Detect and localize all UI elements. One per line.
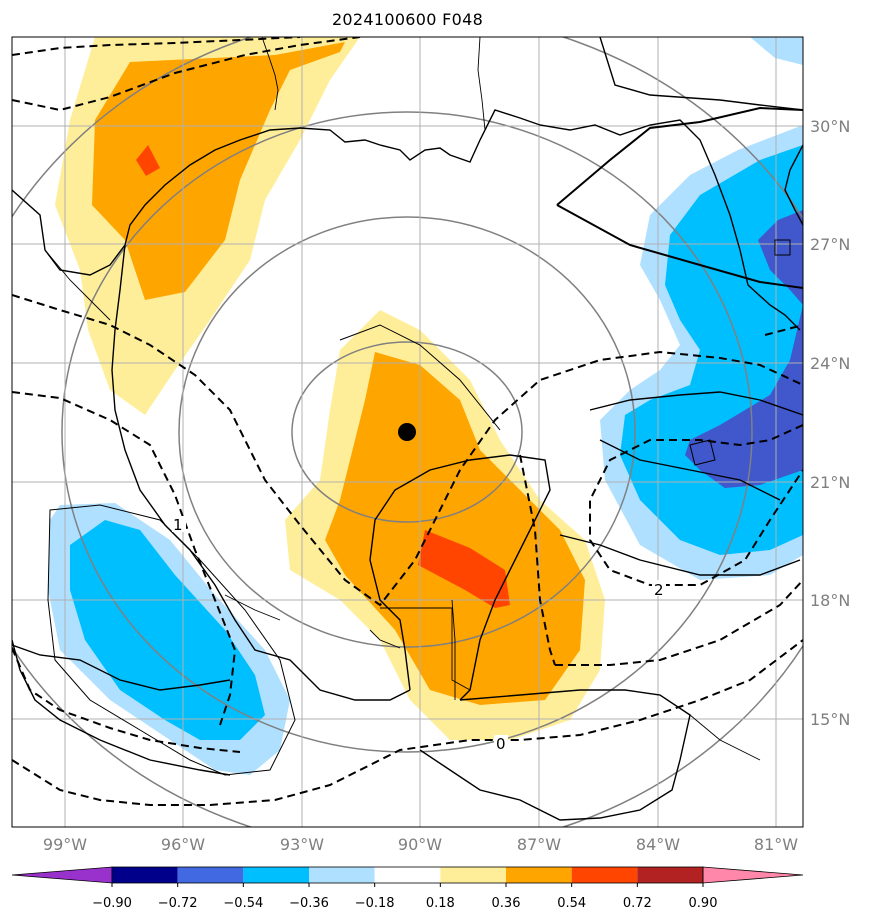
colorbar: −0.90 −0.72 −0.54 −0.36 −0.18 0.18 0.36 0.54 0.7… <box>11 866 804 911</box>
thin-contours <box>47 239 791 776</box>
storm-center-marker <box>398 423 416 441</box>
colorbar-tick-label: 0.18 <box>426 896 455 911</box>
colorbar-segment <box>374 867 441 883</box>
colorbar-tick-label: 0.72 <box>623 896 652 911</box>
colorbar-segment <box>637 867 703 883</box>
colorbar-extend-low <box>11 866 113 884</box>
contour-label-2: 2 <box>654 581 664 599</box>
colorbar-tick-label: 0.36 <box>492 896 521 911</box>
lon-label: 93°W <box>280 835 324 854</box>
map-frame <box>11 36 804 828</box>
colorbar-tick-label: −0.18 <box>355 896 395 911</box>
political-borders <box>44 37 761 761</box>
colorbar-segment <box>571 867 638 883</box>
colorbar-segment <box>440 867 506 883</box>
positive-shading-mid <box>92 42 585 705</box>
colorbar-segment <box>177 867 244 883</box>
contour-label-0: 0 <box>496 735 506 753</box>
colorbar-segment <box>243 867 309 883</box>
lat-label: 15°N <box>810 710 850 729</box>
latitude-labels: 30°N 27°N 24°N 21°N 18°N 15°N <box>810 117 850 729</box>
map-title: 2024100600 F048 <box>331 10 484 29</box>
lat-label: 24°N <box>810 354 850 373</box>
colorbar-tick-label: −0.90 <box>92 896 132 911</box>
lat-label: 21°N <box>810 473 850 492</box>
graticule <box>12 37 803 827</box>
colorbar-tick-label: −0.54 <box>223 896 263 911</box>
lon-label: 90°W <box>398 835 442 854</box>
boundary-polygon <box>556 106 803 289</box>
map-plot-area: 1 2 0 <box>12 37 803 827</box>
colorbar-segment <box>506 867 572 883</box>
range-rings <box>12 37 803 827</box>
colorbar-tick-label: −0.72 <box>158 896 198 911</box>
lon-label: 81°W <box>754 835 798 854</box>
lat-label: 18°N <box>810 591 850 610</box>
lon-label: 99°W <box>43 835 87 854</box>
colorbar-tick-label: 0.90 <box>689 896 718 911</box>
longitude-labels: 99°W 96°W 93°W 90°W 87°W 84°W 81°W <box>43 835 798 854</box>
colorbar-extend-high <box>702 866 804 884</box>
positive-shading-high <box>136 145 510 608</box>
colorbar-segment <box>112 867 178 883</box>
lat-label: 30°N <box>810 117 850 136</box>
coastlines <box>12 37 803 821</box>
lat-label: 27°N <box>810 235 850 254</box>
lon-label: 96°W <box>161 835 205 854</box>
colorbar-segment <box>309 867 375 883</box>
contour-label-1: 1 <box>173 516 183 534</box>
lon-label: 87°W <box>517 835 561 854</box>
colorbar-tick-label: 0.54 <box>557 896 586 911</box>
lon-label: 84°W <box>636 835 680 854</box>
colorbar-tick-label: −0.36 <box>289 896 329 911</box>
